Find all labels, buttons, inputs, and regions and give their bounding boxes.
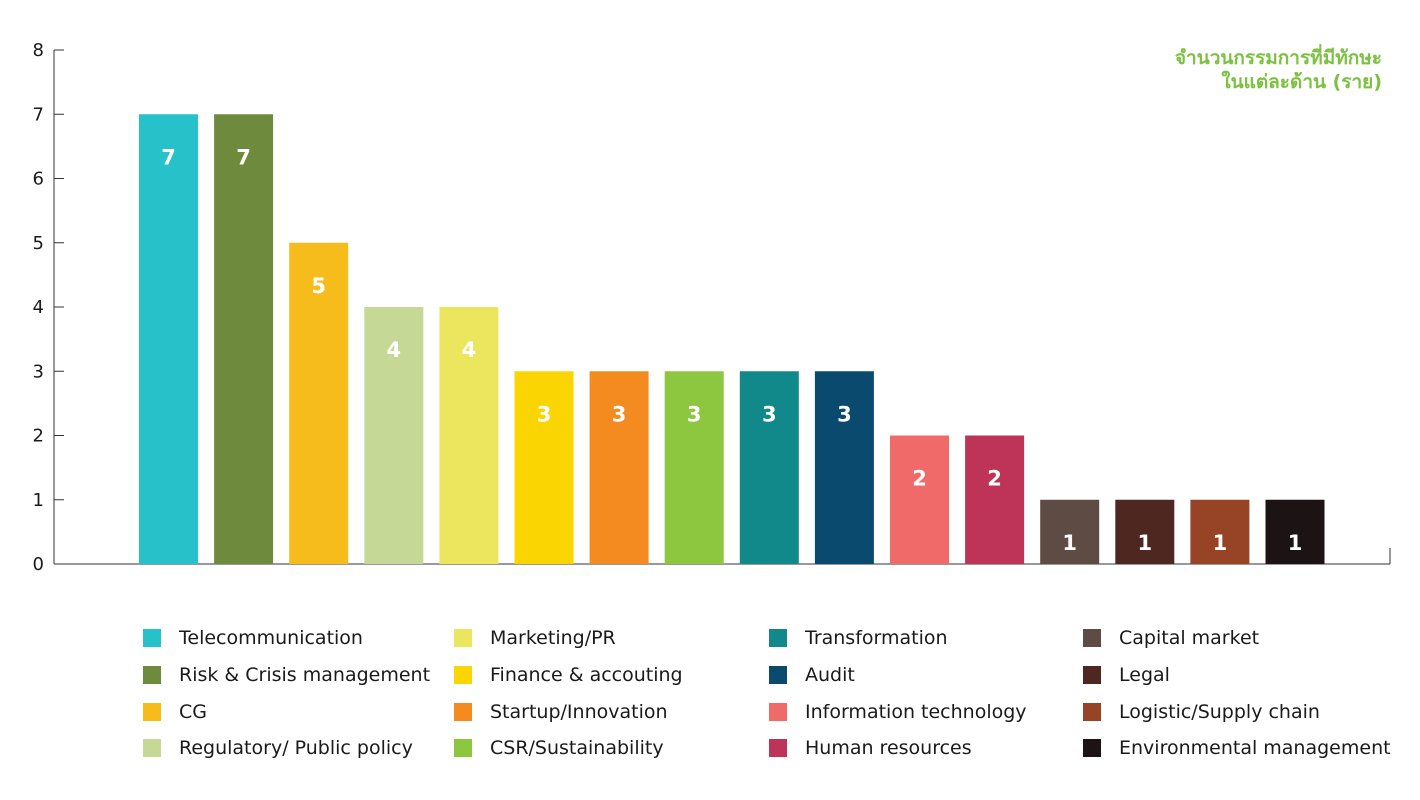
y-tick-label: 4 xyxy=(33,297,44,318)
y-tick-label: 1 xyxy=(33,490,44,511)
bar xyxy=(739,371,799,564)
bar-value-label: 5 xyxy=(311,274,326,298)
bar xyxy=(214,114,274,564)
bar-value-label: 1 xyxy=(1137,531,1152,555)
bar xyxy=(289,242,349,564)
bar-value-label: 3 xyxy=(537,402,552,426)
bar xyxy=(814,371,874,564)
bar xyxy=(514,371,574,564)
y-tick-label: 5 xyxy=(33,233,44,254)
bar-value-label: 3 xyxy=(762,402,777,426)
bars: 7 7 5 4 4 3 3 3 3 3 2 2 1 1 1 1 xyxy=(139,114,1325,564)
y-tick-label: 2 xyxy=(33,426,44,447)
bar xyxy=(890,435,949,564)
bar-value-label: 7 xyxy=(236,145,251,169)
bar xyxy=(664,371,724,564)
bar xyxy=(364,307,424,564)
chart-title: จำนวนกรรมการที่มีทักษะ ในแต่ละด้าน (ราย) xyxy=(1100,46,1382,94)
bar-value-label: 1 xyxy=(1288,531,1303,555)
bar xyxy=(1040,499,1100,564)
bar-value-label: 4 xyxy=(386,338,401,362)
chart-title-line-1: จำนวนกรรมการที่มีทักษะ xyxy=(1174,47,1382,69)
bar xyxy=(139,114,198,564)
bar xyxy=(589,371,649,564)
bar-value-label: 3 xyxy=(687,402,702,426)
y-tick-label: 6 xyxy=(33,169,44,190)
bar-value-label: 4 xyxy=(462,338,477,362)
bar xyxy=(439,307,499,564)
bar xyxy=(1265,499,1325,564)
bar-value-label: 7 xyxy=(161,145,176,169)
bar-value-label: 1 xyxy=(1213,531,1228,555)
chart-title-line-2: ในแต่ละด้าน (ราย) xyxy=(1221,71,1382,93)
y-tick-label: 3 xyxy=(33,361,44,382)
bar-value-label: 3 xyxy=(612,402,627,426)
bar-value-label: 1 xyxy=(1062,531,1077,555)
bar-value-label: 2 xyxy=(912,467,927,491)
bar-value-label: 2 xyxy=(987,467,1002,491)
y-tick-label: 8 xyxy=(33,40,44,61)
y-tick-label: 7 xyxy=(33,104,44,125)
bar xyxy=(1115,499,1175,564)
bar-value-label: 3 xyxy=(837,402,852,426)
bar xyxy=(1190,499,1250,564)
y-tick-label: 0 xyxy=(33,554,44,575)
bar xyxy=(965,435,1025,564)
